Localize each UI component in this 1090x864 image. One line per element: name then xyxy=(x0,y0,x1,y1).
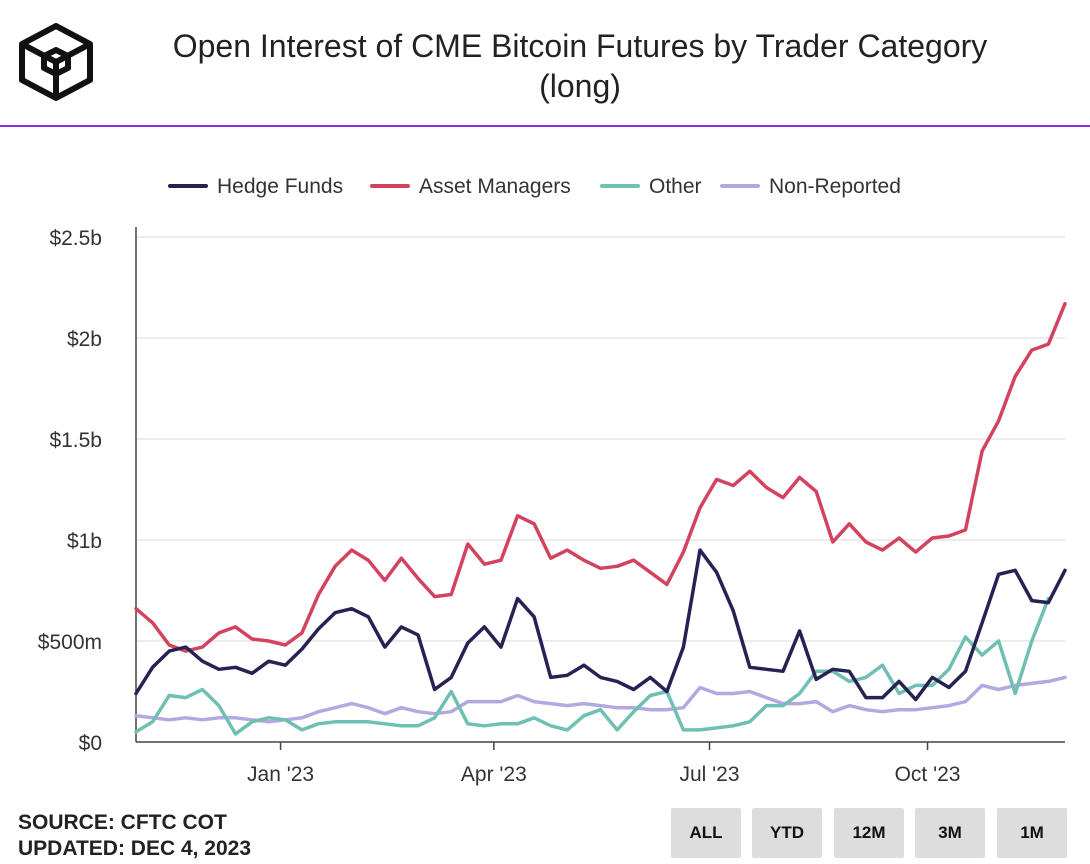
updated-text: UPDATED: DEC 4, 2023 xyxy=(18,837,252,860)
x-axis: Jan '23 Apr '23 Jul '23 Oct '23 xyxy=(136,741,1065,786)
chart-header: Open Interest of CME Bitcoin Futures by … xyxy=(0,0,1090,127)
legend-item-non-reported[interactable]: Non-Reported xyxy=(720,175,901,198)
legend-label: Hedge Funds xyxy=(217,175,343,198)
series-line-other xyxy=(134,596,1051,736)
legend-label: Asset Managers xyxy=(419,175,571,198)
grid-lines xyxy=(136,236,1065,642)
chart-title: Open Interest of CME Bitcoin Futures by … xyxy=(110,26,1050,106)
y-tick-label: $1b xyxy=(67,530,102,553)
source-note: SOURCE: CFTC COT UPDATED: DEC 4, 2023 xyxy=(18,810,251,862)
y-tick-label: $0 xyxy=(79,732,102,755)
source-text: SOURCE: CFTC COT xyxy=(18,811,227,834)
range-button-12m[interactable]: 12M xyxy=(834,808,904,858)
range-button-all[interactable]: ALL xyxy=(671,808,741,858)
legend-item-hedge-funds[interactable]: Hedge Funds xyxy=(168,175,343,198)
chart-title-line1: Open Interest of CME Bitcoin Futures by … xyxy=(172,28,988,64)
series-lines xyxy=(134,301,1067,736)
legend: Hedge Funds Asset Managers Other Non-Report… xyxy=(168,175,901,198)
legend-label: Non-Reported xyxy=(769,175,901,198)
legend-item-other[interactable]: Other xyxy=(600,175,702,198)
y-axis: $0 $500m $1b $1.5b $2b $2.5b xyxy=(38,227,137,755)
line-chart: $0 $500m $1b $1.5b $2b $2.5b Jan '23 Apr '23 Ju… xyxy=(38,175,1067,786)
series-line-asset-managers xyxy=(134,301,1067,653)
chart-title-line2: (long) xyxy=(539,68,621,104)
y-tick-label: $500m xyxy=(38,631,102,654)
legend-item-asset-managers[interactable]: Asset Managers xyxy=(370,175,571,198)
y-tick-label: $2.5b xyxy=(49,227,102,250)
x-tick-label: Oct '23 xyxy=(895,763,961,786)
series-line-hedge-funds xyxy=(134,548,1067,702)
x-tick-label: Jan '23 xyxy=(247,763,314,786)
header-divider xyxy=(0,125,1090,127)
the-block-logo-icon xyxy=(18,22,94,102)
range-button-3m[interactable]: 3M xyxy=(915,808,985,858)
legend-label: Other xyxy=(649,175,702,198)
series-line-non-reported xyxy=(134,675,1067,724)
y-tick-label: $1.5b xyxy=(49,429,102,452)
range-button-ytd[interactable]: YTD xyxy=(752,808,822,858)
x-tick-label: Apr '23 xyxy=(461,763,527,786)
range-button-1m[interactable]: 1M xyxy=(997,808,1067,858)
y-tick-label: $2b xyxy=(67,328,102,351)
x-tick-label: Jul '23 xyxy=(679,763,739,786)
